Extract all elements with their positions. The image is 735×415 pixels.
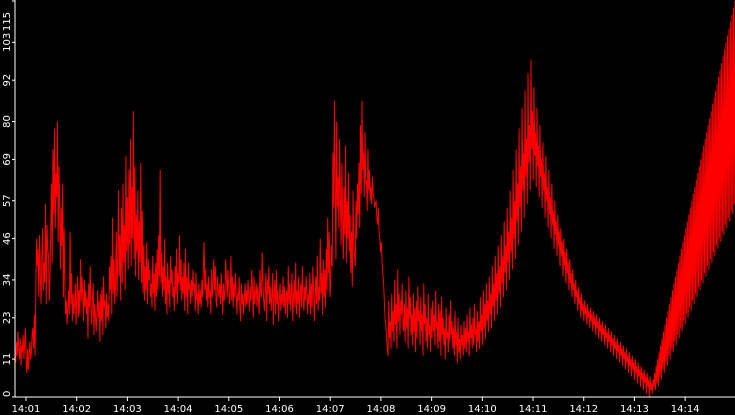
y-tick-layer: 0 11 23 34 46 57 69 80 92 103 115: [2, 0, 15, 398]
x-tick-label: 14:01: [12, 404, 41, 415]
y-tick-label: 115: [2, 12, 13, 31]
x-tick-label: 14:02: [62, 404, 91, 415]
y-tick-label: 23: [2, 311, 13, 324]
x-tick-label: 14:10: [468, 404, 497, 415]
x-tick-label: 14:06: [265, 404, 294, 415]
x-tick-label: 14:05: [214, 404, 243, 415]
x-tick-label: 14:11: [519, 404, 548, 415]
y-tick-label: 80: [2, 115, 13, 128]
axis-layer: [14, 0, 735, 398]
y-tick-label: 57: [2, 194, 13, 207]
x-tick-layer: 14:01 14:02 14:03 14:04 14:05 14:06 14:07 14:08…: [12, 397, 700, 415]
y-tick-label: 34: [2, 274, 13, 287]
series-line-0: [14, 0, 735, 398]
x-tick-label: 14:14: [671, 404, 700, 415]
x-tick-label: 14:09: [417, 404, 446, 415]
x-tick-label: 14:04: [164, 404, 193, 415]
x-tick-label: 14:12: [569, 404, 598, 415]
series-layer: [14, 0, 735, 398]
x-tick-label: 14:08: [367, 404, 396, 415]
y-tick-label: 46: [2, 232, 13, 245]
x-tick-label: 14:03: [113, 404, 142, 415]
y-tick-label: 69: [2, 153, 13, 166]
y-tick-label: 0: [2, 391, 13, 397]
y-tick-label: 103: [2, 33, 13, 52]
y-tick-label: 92: [2, 74, 13, 87]
y-tick-label: 11: [2, 353, 13, 366]
x-tick-label: 14:13: [620, 404, 649, 415]
x-tick-label: 14:07: [316, 404, 345, 415]
